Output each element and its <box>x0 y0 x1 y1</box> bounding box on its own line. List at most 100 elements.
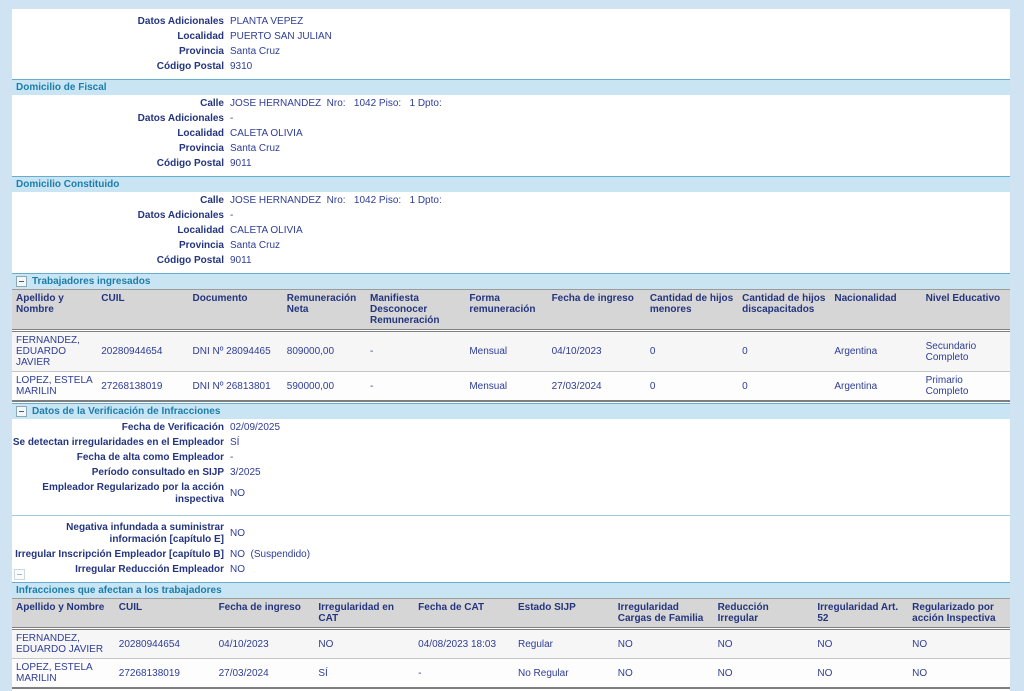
column-header: Documento <box>188 289 283 332</box>
table-cell: 27268138019 <box>97 371 189 402</box>
table-cell: No Regular <box>513 658 614 689</box>
form-row: Provincia Santa Cruz <box>12 45 1010 60</box>
table-cell: NO <box>613 658 714 689</box>
table-cell: 809000,00 <box>282 330 367 372</box>
table-cell: NO <box>908 658 1010 689</box>
table-cell: LOPEZ, ESTELA MARILIN <box>12 371 98 402</box>
field-label: Datos Adicionales <box>137 16 224 27</box>
table-cell: NO <box>713 658 814 689</box>
table-cell: 04/08/2023 18:03 <box>414 628 514 659</box>
table-cell: NO <box>314 628 415 659</box>
table-cell: FERNANDEZ, EDUARDO JAVIER <box>12 628 115 659</box>
table-cell: SÍ <box>314 658 415 689</box>
field-label: Código Postal <box>156 255 224 266</box>
table-cell: - <box>366 371 466 402</box>
form-row: Calle JOSE HERNANDEZ Nro: 1042 Piso: 1 Dp… <box>12 194 1010 209</box>
table-cell: 04/10/2023 <box>547 330 646 372</box>
column-header: Forma remuneración <box>465 289 548 332</box>
table-cell: NO <box>813 658 909 689</box>
table-row: LOPEZ, ESTELA MARILIN 27268138019 27/03/20… <box>12 658 1010 689</box>
table-cell: 27/03/2024 <box>214 658 315 689</box>
table-cell: DNI Nº 26813801 <box>188 371 283 402</box>
table-cell: FERNANDEZ, EDUARDO JAVIER <box>12 330 98 372</box>
field-label: Negativa infundada a suministrar informa… <box>66 522 224 545</box>
field-value: JOSE HERNANDEZ Nro: 1042 Piso: 1 Dpto: <box>230 98 442 109</box>
table-cell: Primario Completo <box>921 371 1010 402</box>
field-value: NO <box>230 528 245 539</box>
form-row: Período consultado en SIJP 3/2025 <box>12 466 1010 481</box>
section-title: Infracciones que afectan a los trabajado… <box>16 585 222 596</box>
field-value: 3/2025 <box>230 467 261 478</box>
verificacion-fields-empleador: Fecha de Verificación 02/09/2025 Se detect… <box>12 419 1010 511</box>
column-header: Irregularidad Art. 52 <box>813 598 909 630</box>
section-title: Datos de la Verificación de Infracciones <box>32 406 221 417</box>
trabajadores-table: Apellido y Nombre CUIL Documento Remuneraci… <box>12 289 1010 402</box>
field-label: Calle <box>200 195 224 206</box>
section-header-domicilio-fiscal: Domicilio de Fiscal <box>12 79 1010 95</box>
field-value: 9310 <box>230 61 253 72</box>
field-label: Localidad <box>177 128 224 139</box>
table-cell: 27/03/2024 <box>547 371 646 402</box>
form-row: Datos Adicionales - <box>12 112 1010 127</box>
table-cell: NO <box>613 628 714 659</box>
table-cell: - <box>414 658 514 689</box>
column-header: Remuneración Neta <box>282 289 367 332</box>
field-value: SÍ <box>230 437 240 448</box>
field-value: NO <box>230 564 245 575</box>
field-value: - <box>230 113 234 124</box>
field-value: PUERTO SAN JULIAN <box>230 31 332 42</box>
table-cell: NO <box>713 628 814 659</box>
field-label: Localidad <box>177 225 224 236</box>
form-row: Fecha de Verificación 02/09/2025 <box>12 421 1010 436</box>
table-row: LOPEZ, ESTELA MARILIN 27268138019 DNI Nº 2… <box>12 371 1010 402</box>
field-value: Santa Cruz <box>230 240 281 251</box>
table-row: FERNANDEZ, EDUARDO JAVIER 20280944654 04/1… <box>12 628 1010 659</box>
column-header: Cantidad de hijos menores <box>645 289 739 332</box>
column-header: Manifiesta Desconocer Remuneración <box>366 289 466 332</box>
column-header: Nacionalidad <box>830 289 922 332</box>
form-row: Localidad PUERTO SAN JULIAN <box>12 30 1010 45</box>
table-cell: Argentina <box>830 330 922 372</box>
section-divider <box>12 515 1010 516</box>
collapse-icon-partial[interactable] <box>14 569 25 580</box>
form-row: Provincia Santa Cruz <box>12 239 1010 254</box>
table-cell: Mensual <box>465 330 548 372</box>
field-value: - <box>230 452 234 463</box>
column-header: Nivel Educativo <box>921 289 1010 332</box>
column-header: Fecha de ingreso <box>214 598 315 630</box>
table-cell: - <box>366 330 466 372</box>
form-row: Empleador Regularizado por la acción ins… <box>12 481 1010 508</box>
field-value: Santa Cruz <box>230 46 281 57</box>
table-cell: LOPEZ, ESTELA MARILIN <box>12 658 115 689</box>
form-row: Datos Adicionales - <box>12 209 1010 224</box>
field-value: NO (Suspendido) <box>230 549 311 560</box>
section-title: Trabajadores ingresados <box>32 276 151 287</box>
field-label: Calle <box>200 98 224 109</box>
field-label: Localidad <box>177 31 224 42</box>
column-header: Cantidad de hijos discapacitados <box>738 289 831 332</box>
form-row: Código Postal 9011 <box>12 157 1010 172</box>
form-row: Irregular Inscripción Empleador [capítul… <box>12 548 1010 563</box>
form-row: Localidad CALETA OLIVIA <box>12 127 1010 142</box>
field-value: NO <box>230 488 245 499</box>
field-label: Provincia <box>178 46 224 57</box>
table-cell: 0 <box>645 330 739 372</box>
form-row: Código Postal 9310 <box>12 60 1010 75</box>
form-row: Datos Adicionales PLANTA VEPEZ <box>12 15 1010 30</box>
field-value: JOSE HERNANDEZ Nro: 1042 Piso: 1 Dpto: <box>230 195 442 206</box>
field-value: - <box>230 210 234 221</box>
form-row: Provincia Santa Cruz <box>12 142 1010 157</box>
collapse-minus-icon[interactable] <box>16 276 27 287</box>
inspection-report-panel: Datos Adicionales PLANTA VEPEZ Localidad PU… <box>12 9 1010 691</box>
column-header: Fecha de CAT <box>414 598 514 630</box>
field-label: Código Postal <box>156 158 224 169</box>
form-row: Se detectan irregularidades en el Emplea… <box>12 436 1010 451</box>
table-cell: 0 <box>645 371 739 402</box>
field-label: Datos Adicionales <box>137 113 224 124</box>
table-cell: 0 <box>738 371 831 402</box>
column-header: Reducción Irregular <box>713 598 814 630</box>
table-cell: Argentina <box>830 371 922 402</box>
section-header-domicilio-constituido: Domicilio Constituido <box>12 176 1010 192</box>
collapse-minus-icon[interactable] <box>16 406 27 417</box>
section-header-trabajadores: Trabajadores ingresados <box>12 273 1010 289</box>
